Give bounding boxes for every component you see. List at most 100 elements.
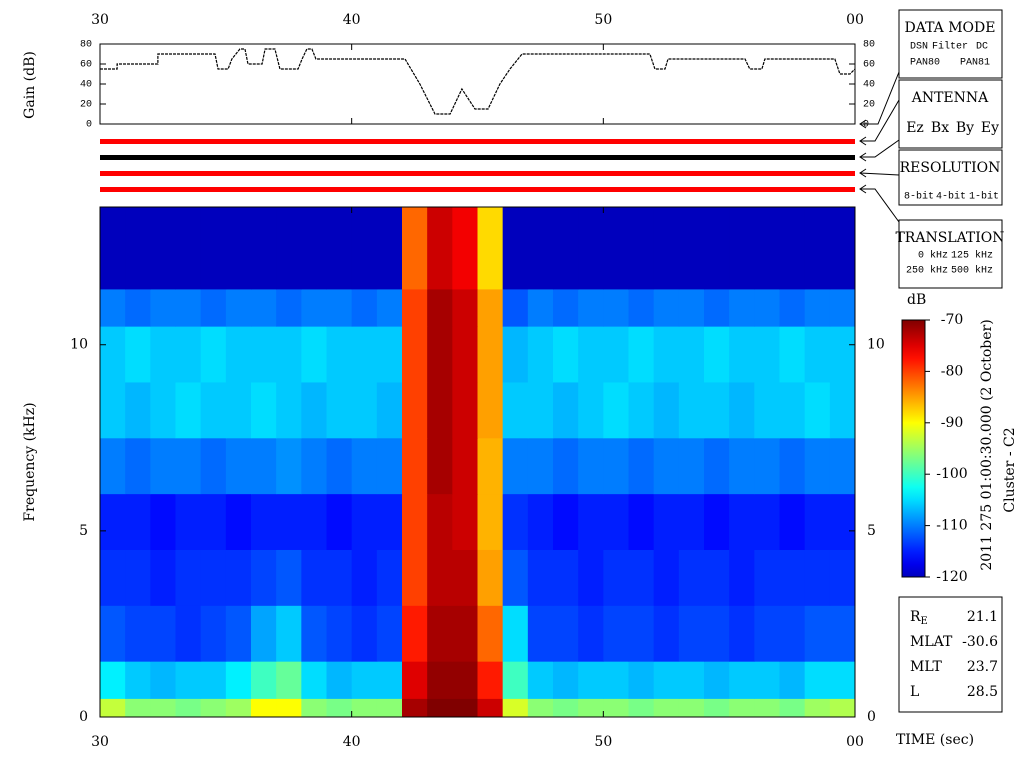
spectrogram-cell bbox=[326, 698, 353, 718]
spectrogram-cell bbox=[527, 698, 554, 718]
spectrogram-cell bbox=[578, 207, 604, 290]
spectrogram-cell bbox=[150, 288, 176, 327]
spectrogram-cell bbox=[779, 661, 806, 699]
spectrogram-cell bbox=[502, 381, 529, 439]
spectrogram-cell bbox=[175, 661, 202, 699]
spectrogram-cell bbox=[351, 437, 378, 495]
spectrogram-cell bbox=[553, 288, 579, 327]
spectrogram-cell bbox=[804, 661, 831, 699]
spectrogram-cell bbox=[276, 381, 302, 439]
spectrogram-cell bbox=[200, 549, 227, 606]
spectrogram-cell bbox=[100, 207, 126, 290]
spectrogram-cell bbox=[100, 605, 126, 662]
spectrogram-cell bbox=[527, 381, 554, 439]
spectrogram-cell bbox=[779, 493, 806, 550]
spectrogram-cell bbox=[326, 605, 353, 662]
data-mode-box bbox=[898, 9, 1003, 79]
spectrogram-cell bbox=[326, 437, 353, 495]
spectrogram-cell bbox=[477, 549, 504, 606]
spectrogram-cell bbox=[351, 605, 378, 662]
spectrogram-cell bbox=[527, 549, 554, 606]
spectrogram-cell bbox=[527, 207, 554, 290]
spectrogram-cell bbox=[402, 288, 428, 327]
legend-item: DSN bbox=[910, 42, 928, 53]
spectrogram-cell bbox=[427, 698, 453, 718]
spectrogram-cell bbox=[704, 698, 730, 718]
spectrogram-cell bbox=[427, 549, 453, 606]
y-tick-label: 60 bbox=[80, 60, 92, 71]
x-tick-label: 50 bbox=[594, 12, 612, 28]
spectrogram-cell bbox=[452, 605, 478, 662]
spectrogram-cell bbox=[200, 437, 227, 495]
spectrogram-cell bbox=[653, 381, 680, 439]
spectrogram-cell bbox=[276, 207, 302, 290]
spectrogram-cell bbox=[804, 207, 831, 290]
colorbar-tick-label: -70 bbox=[941, 312, 964, 328]
spectrogram-cell bbox=[829, 493, 856, 550]
spectrogram-cell bbox=[100, 381, 126, 439]
spectrogram-cell bbox=[251, 661, 277, 699]
y-tick-label: 0 bbox=[863, 120, 869, 131]
spectrogram-cell bbox=[175, 493, 202, 550]
spectrogram-cell bbox=[653, 326, 680, 383]
spectrogram-cell bbox=[251, 207, 277, 290]
spectrogram-cell bbox=[251, 605, 277, 662]
spectrogram-cell bbox=[225, 661, 252, 699]
spectrogram-cell bbox=[477, 326, 504, 383]
spectrogram-cell bbox=[578, 661, 604, 699]
spectrogram-cell bbox=[175, 381, 202, 439]
spectrogram-cell bbox=[200, 207, 227, 290]
y-tick-label: 80 bbox=[863, 40, 875, 51]
spectrogram-cell bbox=[376, 549, 403, 606]
spectrogram-cell bbox=[427, 493, 453, 550]
spectrogram-cell bbox=[200, 661, 227, 699]
spectrogram-cell bbox=[578, 549, 604, 606]
spectrogram-cell bbox=[402, 661, 428, 699]
spectrogram-cell bbox=[678, 549, 705, 606]
spectrogram-cell bbox=[779, 381, 806, 439]
spectrogram-cell bbox=[628, 698, 655, 718]
spectrogram-cell bbox=[150, 549, 176, 606]
spectrogram-cell bbox=[351, 326, 378, 383]
spectrogram-cell bbox=[704, 661, 730, 699]
ephemeris-value: 21.1 bbox=[967, 609, 998, 625]
spectrogram-cell bbox=[225, 698, 252, 718]
spectrogram-cell bbox=[452, 207, 478, 290]
x-tick-label: 40 bbox=[343, 12, 361, 28]
spectrogram-cell bbox=[628, 437, 655, 495]
spectrogram-cell bbox=[175, 605, 202, 662]
legend-item: Ey bbox=[981, 120, 999, 136]
spectrogram-cell bbox=[376, 437, 403, 495]
spectrogram-cell bbox=[452, 549, 478, 606]
spectrogram-cell bbox=[452, 698, 478, 718]
spectrogram-cell bbox=[150, 661, 176, 699]
spectrogram-cell bbox=[704, 381, 730, 439]
box-title: ANTENNA bbox=[911, 90, 989, 106]
spectrogram-cell bbox=[678, 381, 705, 439]
spectrogram-cell bbox=[452, 381, 478, 439]
spectrogram-cell bbox=[729, 381, 755, 439]
spectrogram-cell bbox=[427, 605, 453, 662]
spectrogram-cell bbox=[502, 437, 529, 495]
spectrogram-cell bbox=[553, 605, 579, 662]
spectrogram-cell bbox=[754, 549, 780, 606]
spectrogram-cell bbox=[502, 207, 529, 290]
spectrogram-cell bbox=[704, 437, 730, 495]
spectrogram-cell bbox=[326, 493, 353, 550]
spectrogram-cell bbox=[628, 326, 655, 383]
spectrogram-cell bbox=[100, 661, 126, 699]
spectrogram-cell bbox=[402, 437, 428, 495]
ephemeris-box bbox=[898, 596, 1003, 713]
spectrogram-cell bbox=[704, 605, 730, 662]
spectrogram-cell bbox=[427, 437, 453, 495]
colorbar-tick-label: -110 bbox=[936, 518, 967, 534]
spectrogram-cell bbox=[603, 381, 629, 439]
box-title: TRANSLATION bbox=[895, 230, 1004, 246]
spectrogram-cell bbox=[100, 288, 126, 327]
spectrogram-cell bbox=[628, 605, 655, 662]
spectrogram-cell bbox=[754, 326, 780, 383]
spectrogram-cell bbox=[804, 549, 831, 606]
spectrogram-cell bbox=[527, 288, 554, 327]
spectrogram-cell bbox=[125, 493, 151, 550]
